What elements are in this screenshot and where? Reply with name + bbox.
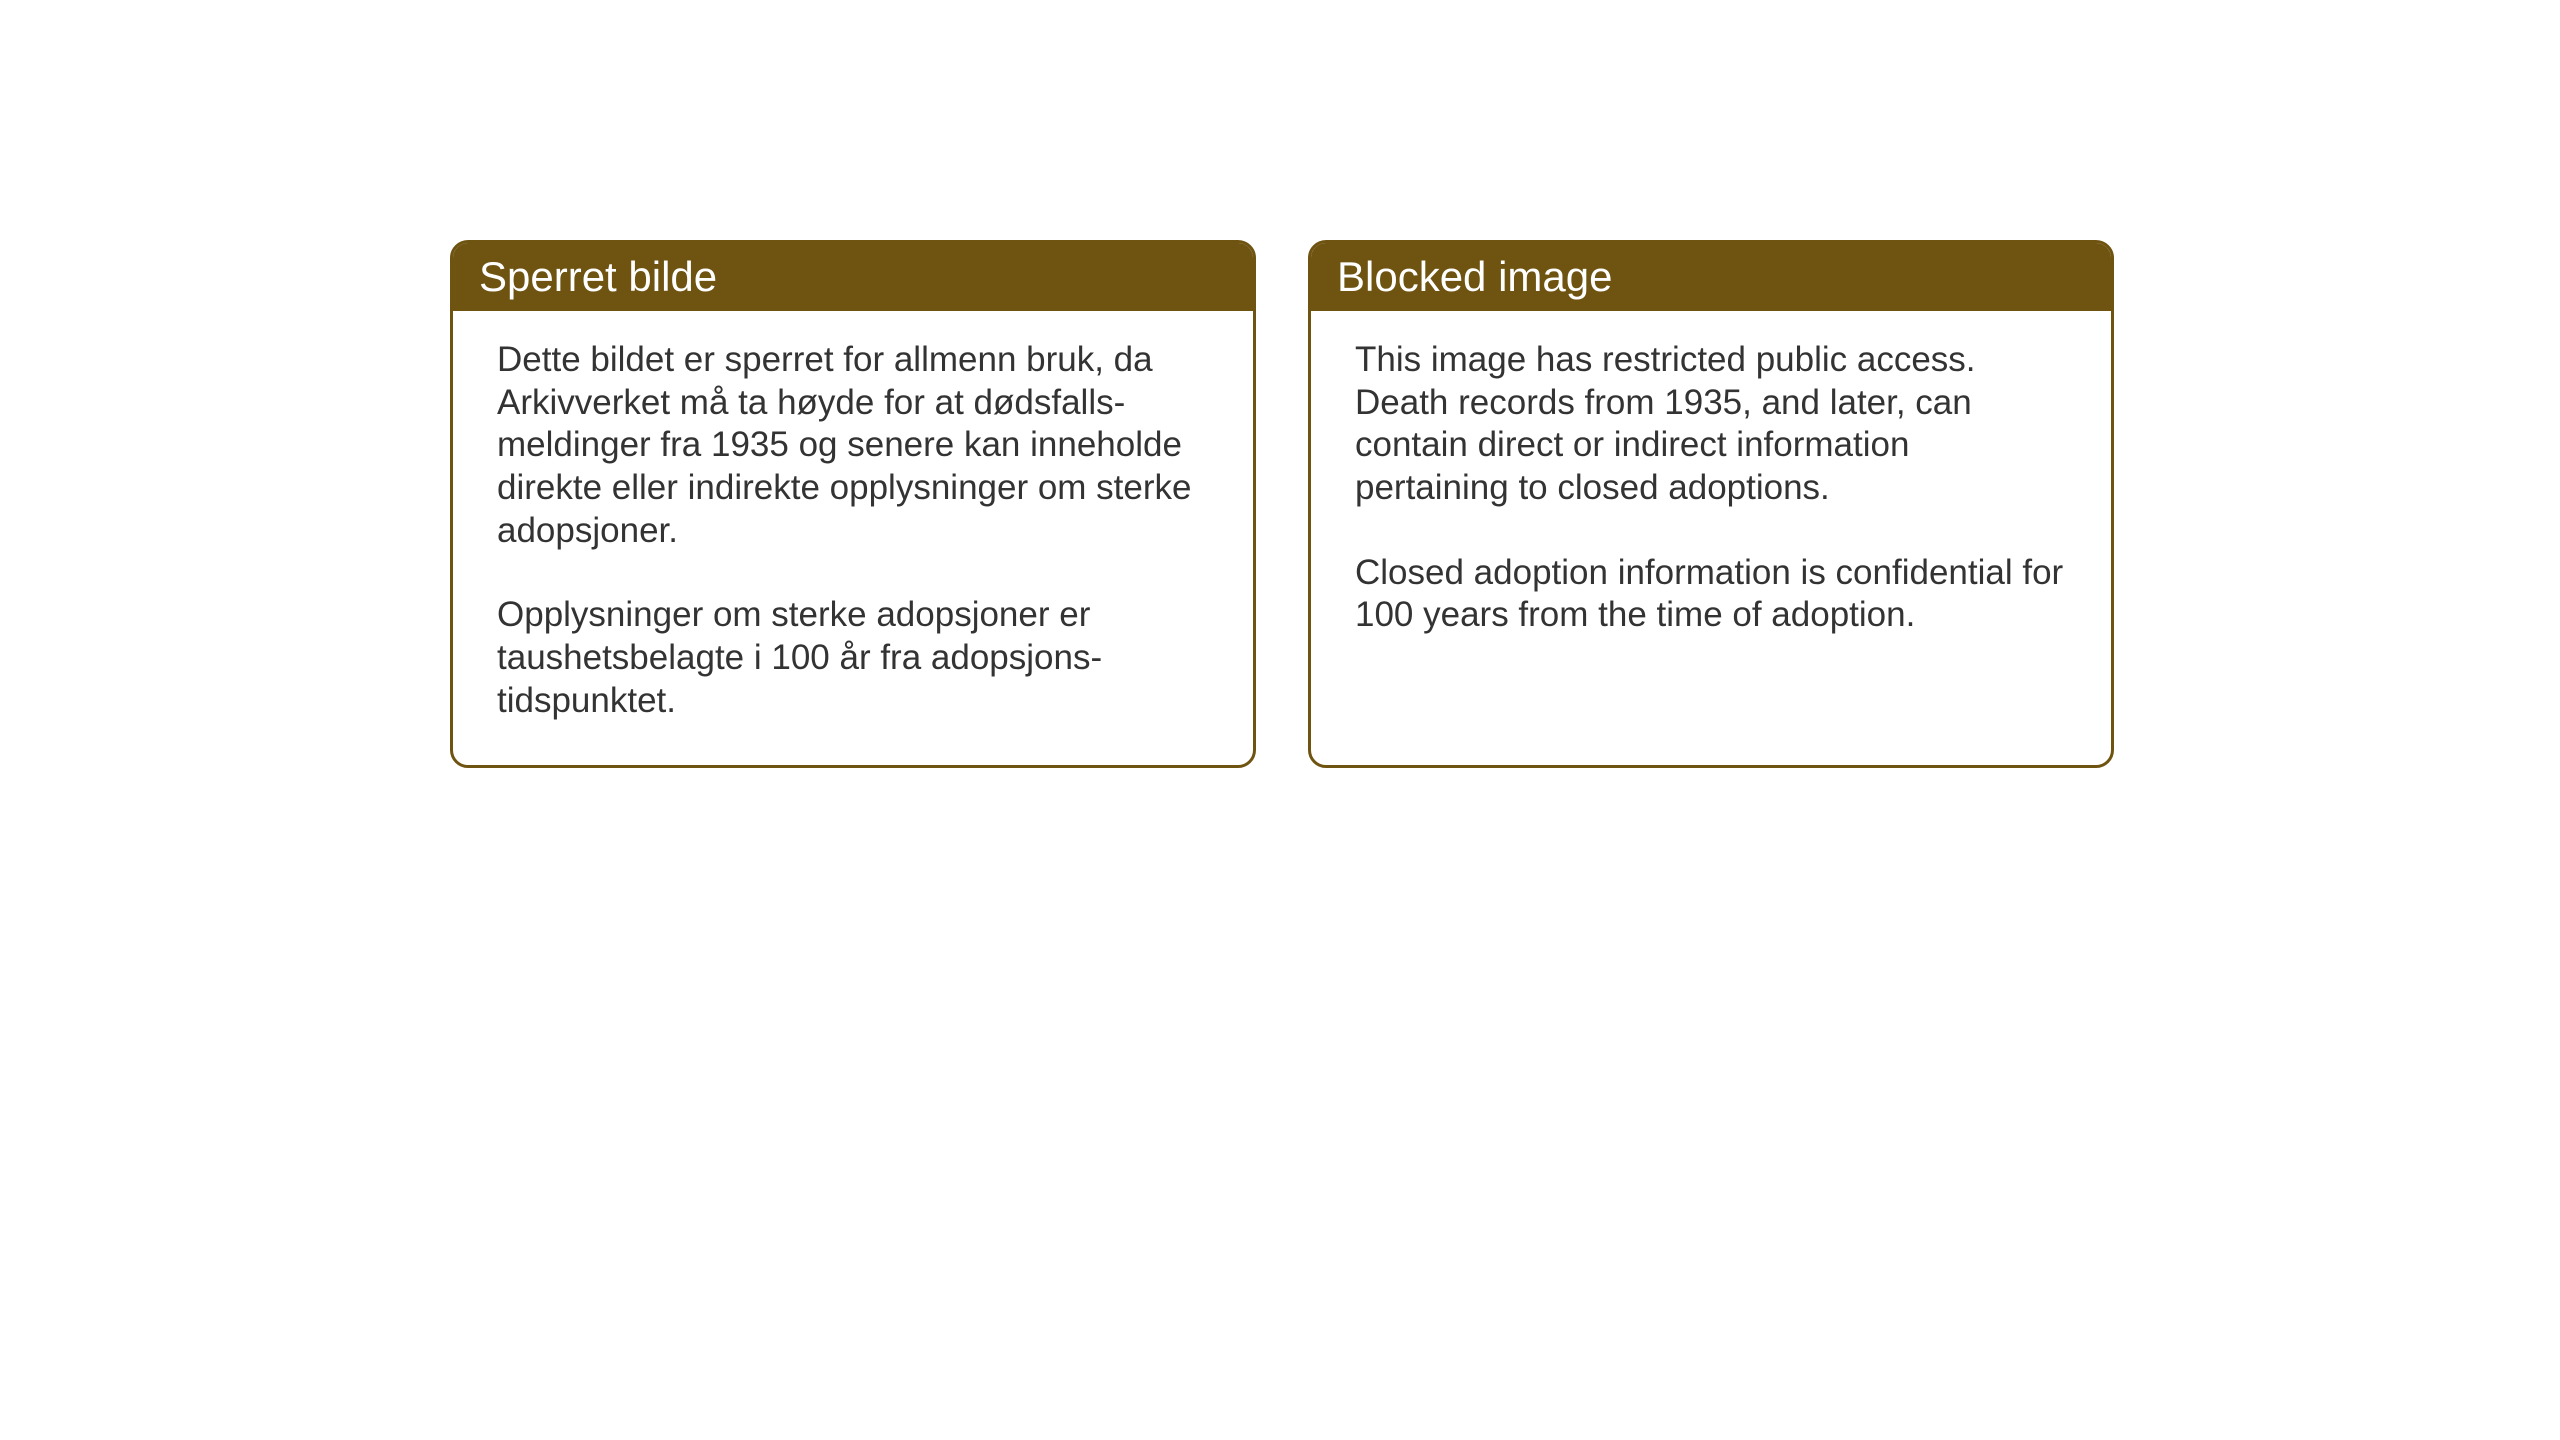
notice-box-norwegian: Sperret bilde Dette bildet er sperret fo… [450, 240, 1256, 768]
notice-paragraph: Opplysninger om sterke adopsjoner er tau… [497, 594, 1209, 722]
notice-paragraph: This image has restricted public access.… [1355, 339, 2067, 510]
notice-header-english: Blocked image [1311, 243, 2111, 311]
notice-container: Sperret bilde Dette bildet er sperret fo… [0, 0, 2560, 768]
notice-paragraph: Dette bildet er sperret for allmenn bruk… [497, 339, 1209, 552]
notice-header-norwegian: Sperret bilde [453, 243, 1253, 311]
notice-body-english: This image has restricted public access.… [1311, 311, 2111, 679]
notice-body-norwegian: Dette bildet er sperret for allmenn bruk… [453, 311, 1253, 765]
notice-paragraph: Closed adoption information is confident… [1355, 552, 2067, 637]
notice-box-english: Blocked image This image has restricted … [1308, 240, 2114, 768]
